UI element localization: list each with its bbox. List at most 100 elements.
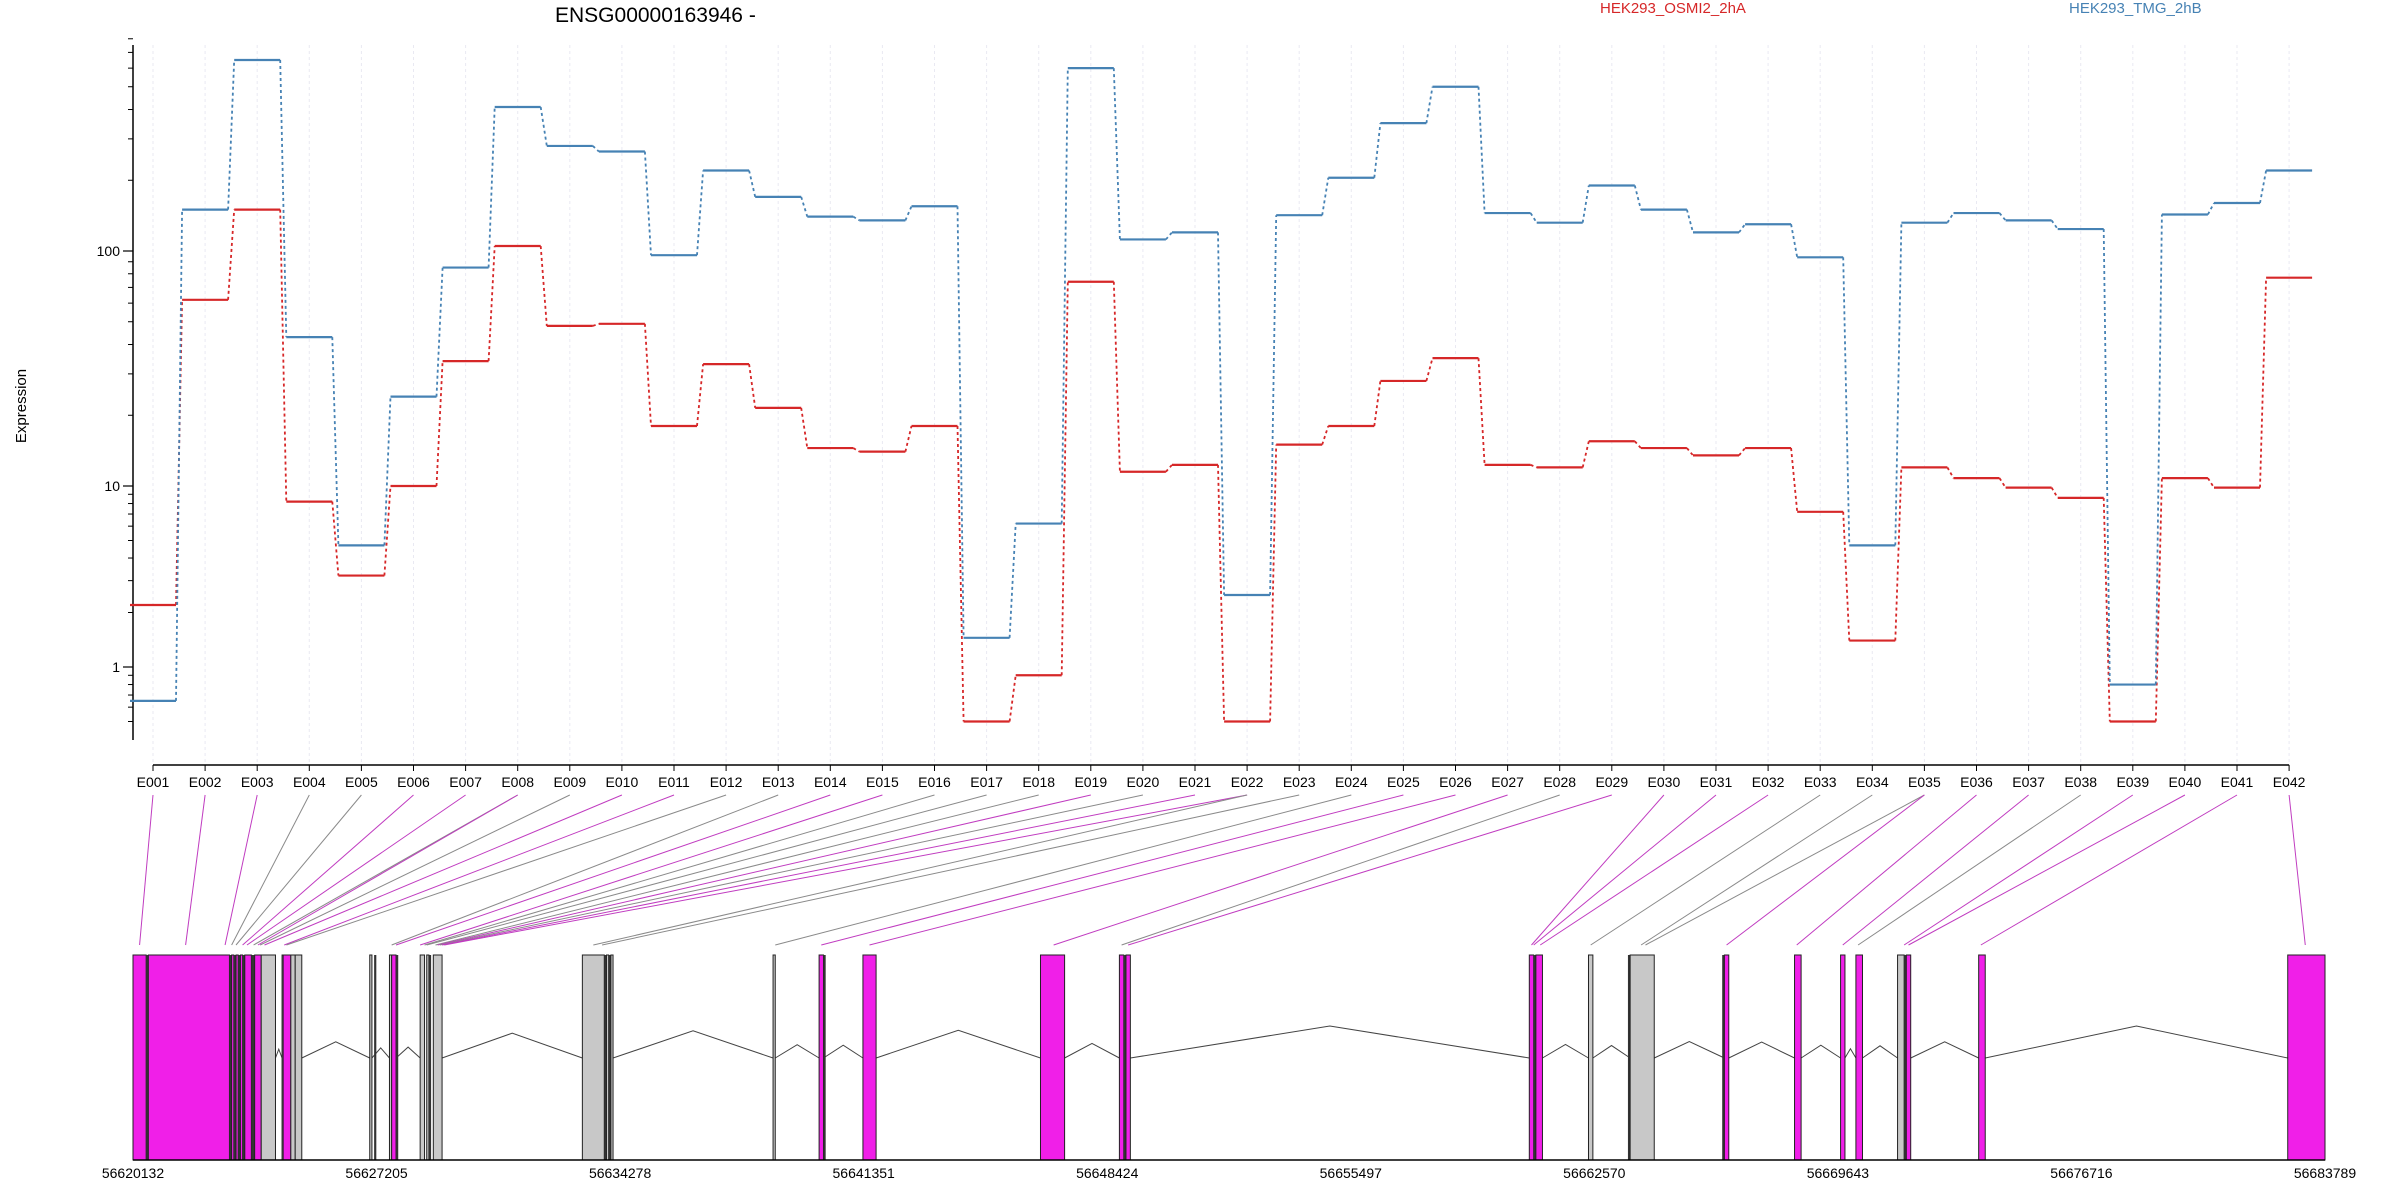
x-tick-label: E023	[1283, 774, 1316, 790]
intron-line	[823, 1044, 864, 1059]
series-connector	[1998, 477, 2007, 489]
coordinate-label: 56655497	[1320, 1165, 1383, 1181]
exon-block-tested	[1723, 954, 1730, 1161]
exon-block	[432, 954, 443, 1161]
intron-line	[301, 1041, 370, 1059]
exon-block-tested	[132, 954, 147, 1161]
x-tick-label: E010	[606, 774, 639, 790]
exon-link-line	[1903, 794, 2134, 946]
exon-block-tested	[231, 954, 235, 1161]
series-connector	[2154, 478, 2163, 722]
exon-link-line	[441, 794, 1196, 946]
series-connector	[956, 206, 965, 638]
exon-link-line	[1726, 794, 1925, 946]
series-connector	[1217, 232, 1225, 595]
y-tick-label: 100	[97, 243, 121, 259]
x-tick-label: E011	[658, 774, 690, 790]
exon-block	[419, 954, 426, 1161]
series-connector	[1634, 440, 1642, 449]
series-connector	[1581, 185, 1590, 223]
exon-link-line	[775, 794, 1352, 946]
x-tick-label: E026	[1439, 774, 1472, 790]
exon-boundary	[233, 955, 237, 1160]
exon-link-line	[264, 794, 623, 946]
series-connector	[1529, 212, 1538, 224]
exon-link-line	[419, 794, 883, 946]
series-tmg	[130, 58, 2313, 702]
intron-line	[1592, 1044, 1631, 1059]
exon-link-line	[235, 794, 362, 946]
series-connector	[1894, 467, 1903, 641]
intron-line	[612, 1030, 774, 1059]
series-connector	[1269, 215, 1278, 595]
series-connector	[2102, 229, 2111, 685]
series-connector	[2207, 477, 2215, 489]
series-connector	[383, 485, 392, 576]
exon-block	[369, 954, 373, 1161]
x-tick-label: E014	[814, 774, 847, 790]
series-connector	[696, 170, 704, 256]
exon-boundary	[1722, 955, 1725, 1160]
series-connector	[487, 245, 496, 362]
series-connector	[1738, 447, 1746, 456]
intron-line	[1542, 1043, 1589, 1059]
exon-link-line	[821, 794, 1404, 946]
series-connector	[1477, 86, 1486, 214]
series-connector	[644, 323, 652, 427]
exon-block-tested	[1794, 954, 1802, 1161]
y-axis-label: Expression	[13, 369, 30, 443]
exon-link-line	[1645, 794, 1925, 946]
exon-link-lines	[139, 794, 2306, 946]
x-tick-label: E009	[553, 774, 586, 790]
x-tick-label: E042	[2273, 774, 2306, 790]
x-tick-label: E019	[1074, 774, 1107, 790]
coordinate-label: 56662570	[1563, 1165, 1626, 1181]
intron-line	[1985, 1025, 2288, 1059]
series-connector	[1112, 281, 1121, 472]
exon-block	[294, 954, 303, 1161]
intron-line	[774, 1044, 820, 1059]
x-tick-label: E021	[1179, 774, 1212, 790]
series-connector	[1008, 523, 1017, 638]
series-connector	[748, 364, 757, 409]
x-tick-label: E038	[2064, 774, 2097, 790]
exon-link-line	[2288, 794, 2306, 946]
x-tick-label: E037	[2012, 774, 2045, 790]
axes: 1 10 100 E001 E002 E003 E004 E005 E006 E007 E008 E0…	[97, 38, 2306, 790]
series-connector	[1946, 466, 1955, 479]
exon-link-line	[1128, 794, 1612, 946]
x-tick-label: E034	[1856, 774, 1889, 790]
x-tick-label: E015	[866, 774, 899, 790]
y-tick-label: 10	[104, 478, 120, 494]
exon-block	[290, 954, 296, 1161]
series-connector	[1165, 231, 1173, 241]
exon-block-tested	[2287, 954, 2326, 1161]
series-connector	[1842, 511, 1851, 641]
exon-block-tested	[254, 954, 262, 1161]
exon-boundary	[1123, 955, 1126, 1160]
x-tick-label: E031	[1700, 774, 1733, 790]
coordinate-label: 56627205	[345, 1165, 408, 1181]
legend-entry-tmg: HEK293_TMG_2hB	[2069, 0, 2202, 17]
exon-link-line	[395, 794, 831, 946]
exon-block	[610, 954, 614, 1161]
exon-link-line	[1857, 794, 2081, 946]
coordinate-label: 56634278	[589, 1165, 652, 1181]
series-connector	[1530, 464, 1538, 469]
exon-link-line	[1531, 794, 1665, 946]
x-tick-label: E006	[397, 774, 430, 790]
exon-link-line	[1533, 794, 1717, 946]
exon-boundary	[1627, 955, 1631, 1160]
exon-link-line	[601, 794, 1300, 946]
exon-block-tested	[244, 954, 252, 1161]
exon-block	[1587, 954, 1594, 1161]
exon-link-line	[1640, 794, 1873, 946]
intron-line	[1800, 1044, 1841, 1059]
series-connector	[1686, 209, 1694, 233]
series-connector	[487, 106, 496, 268]
x-tick-label: E039	[2116, 774, 2149, 790]
series-connector	[279, 59, 288, 338]
x-tick-label: E003	[241, 774, 274, 790]
exon-block-tested	[818, 954, 824, 1161]
coordinate-label: 56620132	[102, 1165, 165, 1181]
